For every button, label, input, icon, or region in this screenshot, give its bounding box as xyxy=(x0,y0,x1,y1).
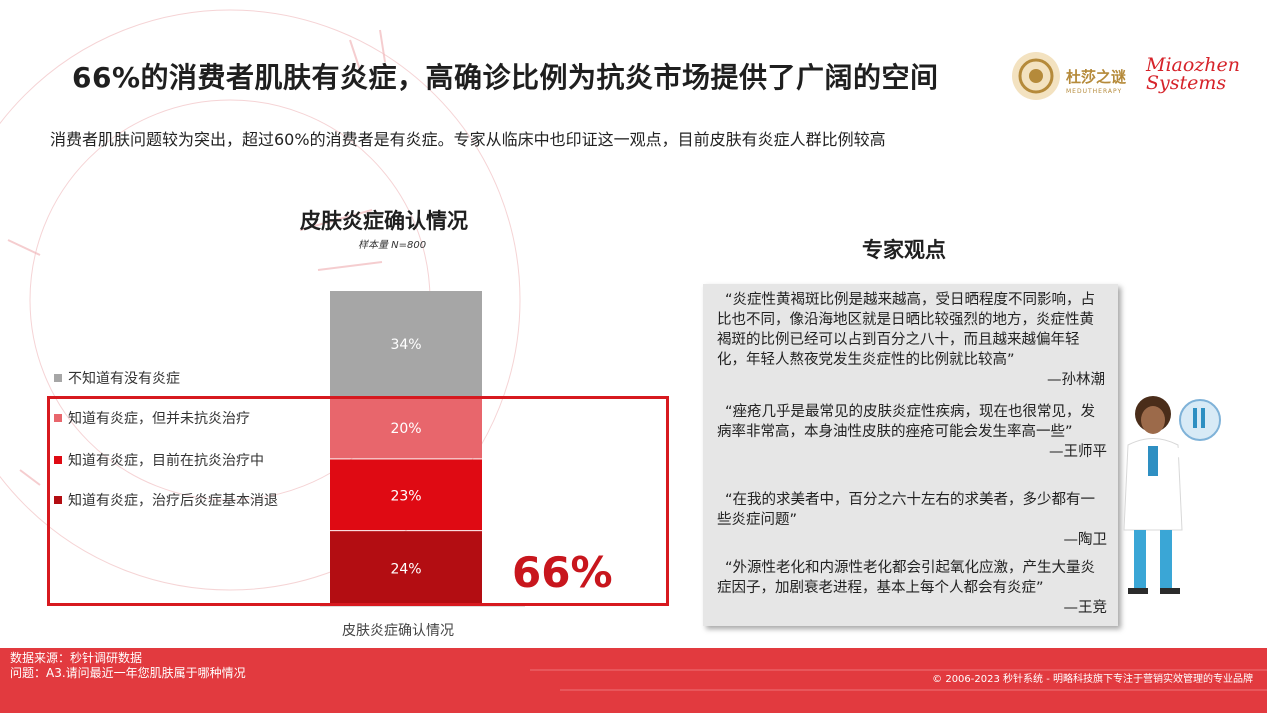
legend-label: 知道有炎症，但并未抗炎治疗 xyxy=(68,411,250,427)
legend-item-resolved: 知道有炎症，治疗后炎症基本消退 xyxy=(54,490,278,510)
legend-item-untreated: 知道有炎症，但并未抗炎治疗 xyxy=(54,408,250,428)
quote-author: —孙林潮 xyxy=(1047,372,1105,388)
quote-text: “痤疮几乎是最常见的皮肤炎症性疾病，现在也很常见，发病率非常高，本身油性皮肤的痤… xyxy=(717,404,1096,440)
inflammation-highlight-box xyxy=(47,396,669,606)
quote-author: —陶卫 xyxy=(1063,532,1108,548)
footer-source: 数据来源：秒针调研数据 问题：A3.请问最近一年您肌肤属于哪种情况 xyxy=(10,651,246,681)
bar-data-label-4: 34% xyxy=(390,337,421,353)
chart-sample-note: 样本量 N=800 xyxy=(358,240,427,251)
medutherapy-logo-text: 杜莎之谜 xyxy=(1066,68,1127,86)
x-axis-category-label: 皮肤炎症确认情况 xyxy=(342,623,454,639)
legend-swatch xyxy=(54,456,62,464)
quote-text: “在我的求美者中，百分之六十左右的求美者，多少都有一些炎症问题” xyxy=(717,492,1096,528)
quote-text: “外源性老化和内源性老化都会引起氧化应激，产生大量炎症因子，加剧衰老进程，基本上… xyxy=(717,560,1096,596)
expert-quotes-box: “炎症性黄褐斑比例是越来越高，受日晒程度不同影响，占比也不同，像沿海地区就是日晒… xyxy=(703,284,1118,626)
doctor-illustration-icon xyxy=(1123,396,1221,594)
legend-item-unknown: 不知道有没有炎症 xyxy=(54,368,180,388)
copyright-text: © 2006-2023 秒针系统 - 明略科技旗下专注于营销实效管理的专业品牌 xyxy=(932,674,1253,685)
footer-bar xyxy=(0,648,1267,713)
miaozhen-logo-line2: Systems xyxy=(1146,72,1227,94)
legend-swatch xyxy=(54,414,62,422)
bar-segment-4 xyxy=(330,291,482,397)
chart-title: 皮肤炎症确认情况 xyxy=(300,209,468,233)
bar-data-label-3: 20% xyxy=(390,421,421,437)
highlight-percentage: 66% xyxy=(512,548,613,597)
stacked-bar-chart: 24% 23% 20% 34% xyxy=(320,291,525,607)
survey-question-text: 问题：A3.请问最近一年您肌肤属于哪种情况 xyxy=(10,666,246,680)
legend-swatch xyxy=(54,496,62,504)
expert-quote: “痤疮几乎是最常见的皮肤炎症性疾病，现在也很常见，发病率非常高，本身油性皮肤的痤… xyxy=(717,402,1107,462)
bar-data-label-2: 23% xyxy=(390,488,421,504)
quote-text: “炎症性黄褐斑比例是越来越高，受日晒程度不同影响，占比也不同，像沿海地区就是日晒… xyxy=(717,292,1096,368)
logo-area: 杜莎之谜 MEDUTHERAPY Miaozhen Systems xyxy=(1010,42,1250,112)
page-title: 66%的消费者肌肤有炎症，高确诊比例为抗炎市场提供了广阔的空间 xyxy=(72,61,939,94)
bar-segment-3 xyxy=(330,397,482,459)
bar-segment-1 xyxy=(330,531,482,605)
expert-quote: “炎症性黄褐斑比例是越来越高，受日晒程度不同影响，占比也不同，像沿海地区就是日晒… xyxy=(717,290,1105,390)
medutherapy-logo-sub: MEDUTHERAPY xyxy=(1066,88,1123,95)
miaozhen-logo-line1: Miaozhen xyxy=(1146,54,1241,76)
legend-label: 知道有炎症，治疗后炎症基本消退 xyxy=(68,493,278,509)
bar-data-label-1: 24% xyxy=(390,562,421,578)
bar-segment-2 xyxy=(330,459,482,531)
expert-quote: “外源性老化和内源性老化都会引起氧化应激，产生大量炎症因子，加剧衰老进程，基本上… xyxy=(717,558,1107,618)
quote-author: —王师平 xyxy=(1049,444,1107,460)
legend-label: 不知道有没有炎症 xyxy=(68,371,180,387)
legend-item-in-treatment: 知道有炎症，目前在抗炎治疗中 xyxy=(54,450,264,470)
miaozhen-logo: Miaozhen Systems xyxy=(1146,54,1241,94)
medutherapy-logo-icon xyxy=(1012,52,1060,100)
expert-section-title: 专家观点 xyxy=(862,238,946,262)
legend-swatch xyxy=(54,374,62,382)
page-subtitle: 消费者肌肤问题较为突出，超过60%的消费者是有炎症。专家从临床中也印证这一观点，… xyxy=(50,130,886,149)
quote-author: —王竞 xyxy=(1063,600,1108,616)
footer-decoration xyxy=(530,669,1267,691)
data-source-text: 数据来源：秒针调研数据 xyxy=(10,651,143,665)
legend-label: 知道有炎症，目前在抗炎治疗中 xyxy=(68,453,264,469)
expert-quote: “在我的求美者中，百分之六十左右的求美者，多少都有一些炎症问题” —陶卫 xyxy=(717,490,1107,550)
